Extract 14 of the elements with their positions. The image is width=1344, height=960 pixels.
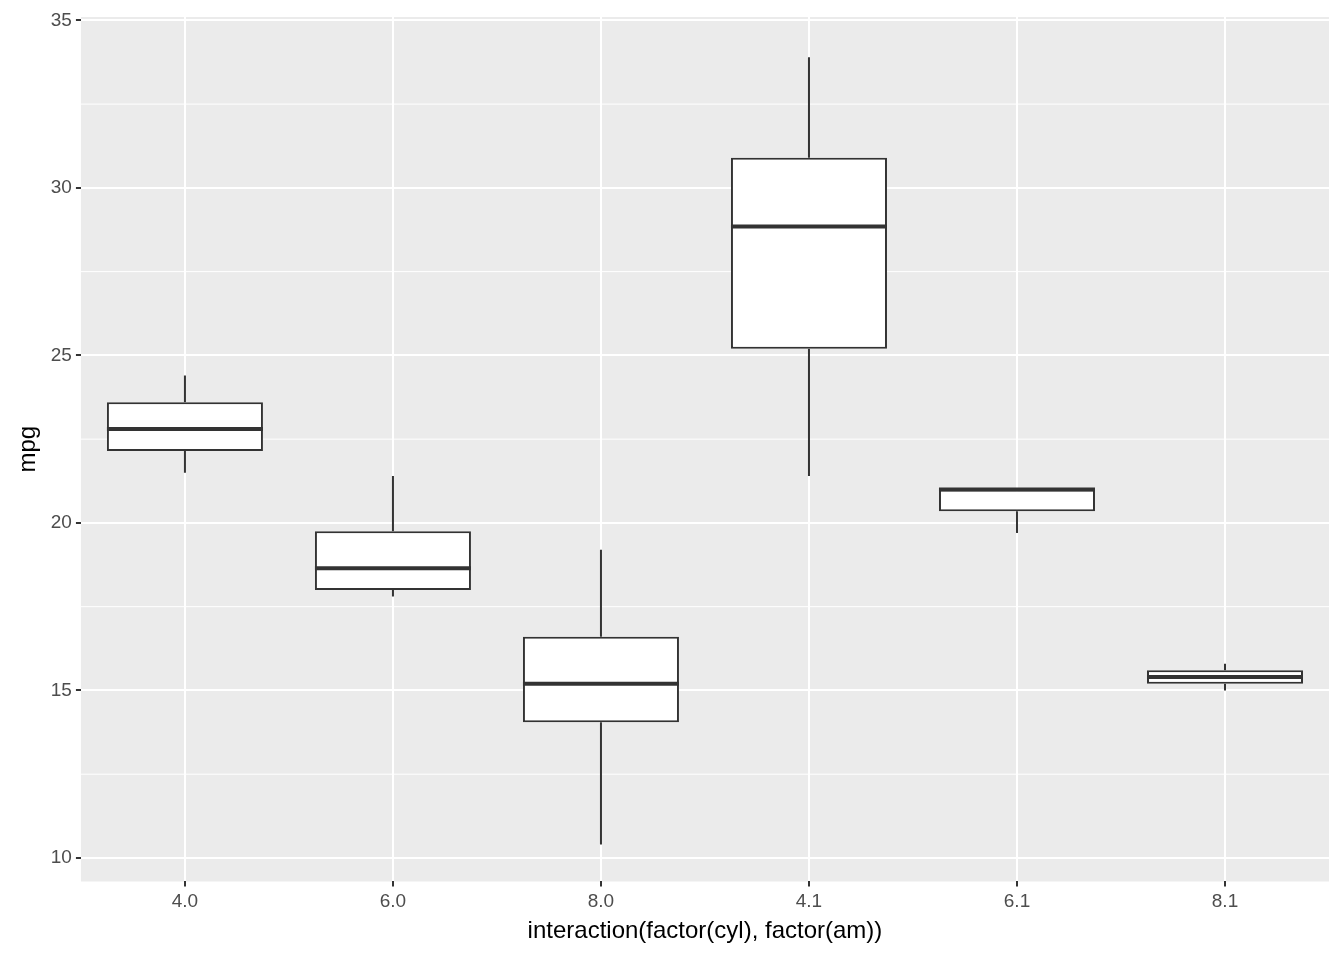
y-tick-label: 10 — [50, 846, 72, 868]
y-tick-label: 30 — [50, 176, 72, 198]
x-tick-label: 6.1 — [1003, 890, 1031, 912]
x-tick-label: 8.0 — [587, 890, 615, 912]
y-tick-label: 20 — [50, 511, 72, 533]
x-axis-title: interaction(factor(cyl), factor(am)) — [527, 916, 883, 944]
x-tick-label: 4.1 — [795, 890, 823, 912]
x-tick-label: 8.1 — [1211, 890, 1239, 912]
y-tick-label: 25 — [50, 343, 72, 365]
x-tick-label: 4.0 — [171, 890, 199, 912]
y-tick-label: 15 — [50, 678, 72, 700]
y-axis-title: mpg — [13, 425, 41, 473]
x-tick-label: 6.0 — [379, 890, 407, 912]
y-tick-label: 35 — [50, 8, 72, 30]
